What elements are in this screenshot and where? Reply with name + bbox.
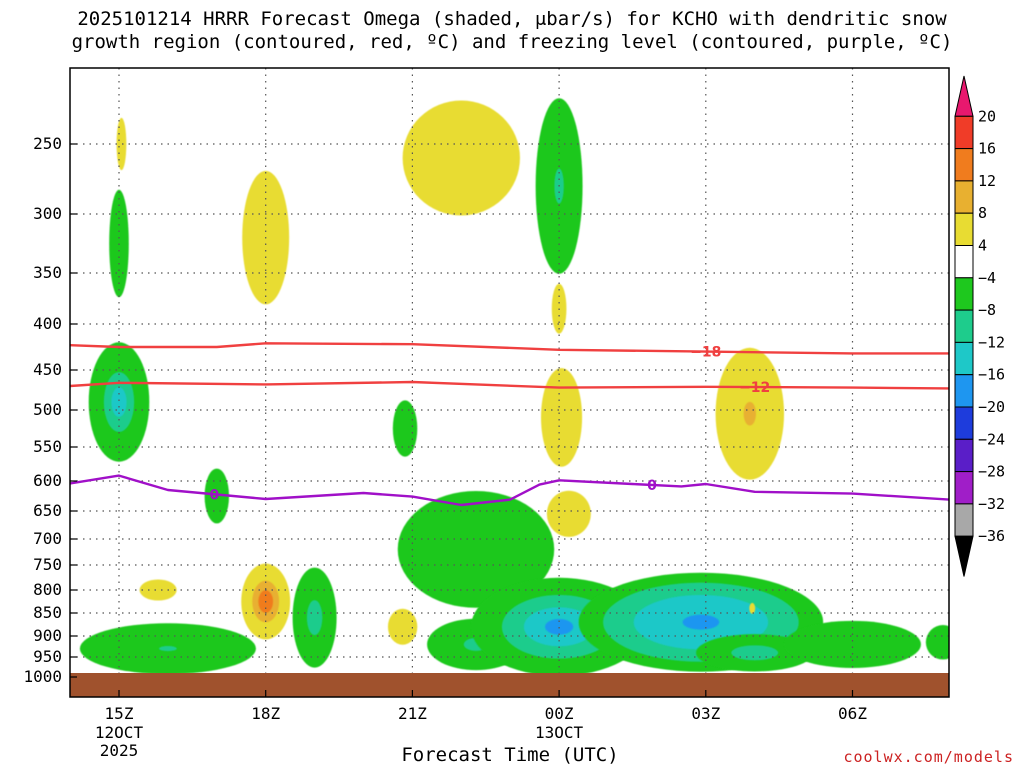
colorbar-bin-8	[954, 341, 974, 376]
colorbar: 20 16 12 8 4 −4 −8 −12 −16 −20 −24 −28 −32 −36	[954, 75, 1005, 577]
omega-region-12-layer-0	[397, 491, 555, 608]
omega-region-17-layer-1	[159, 646, 177, 652]
dgz-minus18-label-a: −18	[690, 345, 721, 361]
colorbar-bin-4	[954, 212, 974, 246]
omega-region-15-layer-1	[306, 600, 323, 636]
omega-region-3-layer-0	[402, 100, 520, 216]
colorbar-label-4: 4	[978, 237, 987, 255]
y-tick-label-600: 600	[33, 471, 62, 490]
x-tick-label-21Z-1: 21Z	[398, 704, 427, 723]
plot-border	[69, 67, 950, 698]
colorbar-bin-14	[954, 535, 974, 577]
omega-region-21-layer-1	[731, 645, 779, 661]
colorbar-bin-3	[954, 180, 974, 214]
colorbar-label-12: −32	[978, 495, 1005, 513]
omega-region-7-layer-0	[392, 400, 418, 457]
colorbar-label-0: 20	[978, 107, 996, 125]
ground-layer	[70, 673, 949, 697]
y-tick-label-700: 700	[33, 529, 62, 548]
colorbar-bin-9	[954, 374, 974, 408]
y-tick-label-250: 250	[33, 134, 62, 153]
omega-region-10-layer-0	[204, 468, 230, 524]
omega-region-22-layer-0	[784, 620, 921, 668]
colorbar-bin-5	[954, 245, 974, 279]
omega-region-8-layer-0	[541, 368, 583, 467]
dgz-minus18-line	[70, 342, 949, 355]
omega-region-24-layer-0	[749, 602, 756, 614]
colorbar-bin-12	[954, 471, 974, 505]
colorbar-label-3: 8	[978, 204, 987, 222]
colorbar-bin-10	[954, 406, 974, 440]
contour-lines: −18 −12 0 0	[70, 342, 949, 507]
omega-region-11-layer-0	[546, 490, 591, 537]
dgz-minus12-line	[70, 380, 949, 390]
y-tick-label-500: 500	[33, 400, 62, 419]
colorbar-label-6: −8	[978, 301, 996, 319]
chart-title: 2025101214 HRRR Forecast Omega (shaded, …	[0, 8, 1024, 54]
freezing-level-0-line	[70, 474, 949, 507]
title-line-1: 2025101214 HRRR Forecast Omega (shaded, …	[77, 8, 947, 30]
omega-region-6-layer-2	[111, 387, 127, 417]
colorbar-label-9: −20	[978, 398, 1005, 416]
x-tick-label-18Z-1: 18Z	[251, 704, 280, 723]
plot-frame	[69, 67, 950, 698]
y-tick-label-300: 300	[33, 204, 62, 223]
x-tick-label-06Z-1: 06Z	[838, 704, 867, 723]
y-tick-label-750: 750	[33, 555, 62, 574]
credit-text: coolwx.com/models	[843, 748, 1014, 766]
colorbar-bin-11	[954, 438, 974, 473]
freezing-level-0-label-b: 0	[647, 478, 657, 494]
colorbar-label-8: −16	[978, 366, 1005, 384]
colorbar-bin-7	[954, 309, 974, 343]
x-tick-label-00Z-1: 00Z	[545, 704, 574, 723]
x-tick-label-15Z-3: 2025	[100, 741, 139, 760]
ground-fill	[70, 673, 949, 697]
omega-region-9-layer-1	[743, 401, 756, 426]
y-tick-label-650: 650	[33, 501, 62, 520]
grid-lines	[70, 68, 949, 697]
y-tick-label-950: 950	[33, 647, 62, 666]
omega-region-0-layer-0	[116, 117, 127, 171]
colorbar-label-5: −4	[978, 269, 996, 287]
colorbar-label-10: −24	[978, 430, 1005, 448]
colorbar-label-1: 16	[978, 140, 996, 158]
x-tick-label-00Z-2: 13OCT	[535, 723, 584, 742]
y-tick-label-850: 850	[33, 603, 62, 622]
omega-region-20-layer-3	[682, 614, 720, 630]
x-tick-label-03Z-1: 03Z	[691, 704, 720, 723]
dgz-minus12-label-a: −12	[739, 380, 770, 396]
x-tick-label-15Z-2: 12OCT	[95, 723, 144, 742]
colorbar-bin-0	[954, 75, 974, 117]
y-tick-label-900: 900	[33, 626, 62, 645]
colorbar-label-11: −28	[978, 463, 1005, 481]
y-tick-label-450: 450	[33, 360, 62, 379]
colorbar-bin-1	[954, 115, 974, 150]
colorbar-bin-13	[954, 503, 974, 537]
freezing-level-0-label-a: 0	[209, 487, 219, 503]
colorbar-bin-6	[954, 277, 974, 311]
colorbar-label-2: 12	[978, 172, 996, 190]
omega-region-13-layer-0	[139, 579, 177, 601]
x-tick-label-15Z-1: 15Z	[105, 704, 134, 723]
title-line-2: growth region (contoured, red, ºC) and f…	[71, 31, 953, 53]
y-tick-label-1000: 1000	[23, 667, 62, 686]
y-tick-label-350: 350	[33, 263, 62, 282]
y-tick-label-400: 400	[33, 314, 62, 333]
colorbar-bin-2	[954, 148, 974, 182]
y-tick-label-800: 800	[33, 580, 62, 599]
colorbar-label-7: −12	[978, 333, 1005, 351]
omega-region-23-layer-0	[925, 625, 949, 660]
y-tick-label-550: 550	[33, 437, 62, 456]
colorbar-label-13: −36	[978, 527, 1005, 545]
omega-region-19-layer-3	[545, 618, 574, 635]
x-axis-label: Forecast Time (UTC)	[401, 744, 619, 766]
y-axis-ticks: 250 300 350 400 450 500 550 600 650 700 750 800 850 9…	[23, 134, 77, 686]
